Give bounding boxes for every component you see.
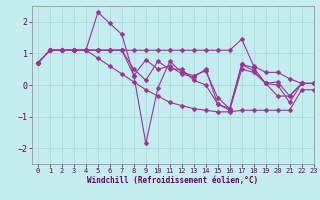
X-axis label: Windchill (Refroidissement éolien,°C): Windchill (Refroidissement éolien,°C) bbox=[87, 176, 258, 185]
